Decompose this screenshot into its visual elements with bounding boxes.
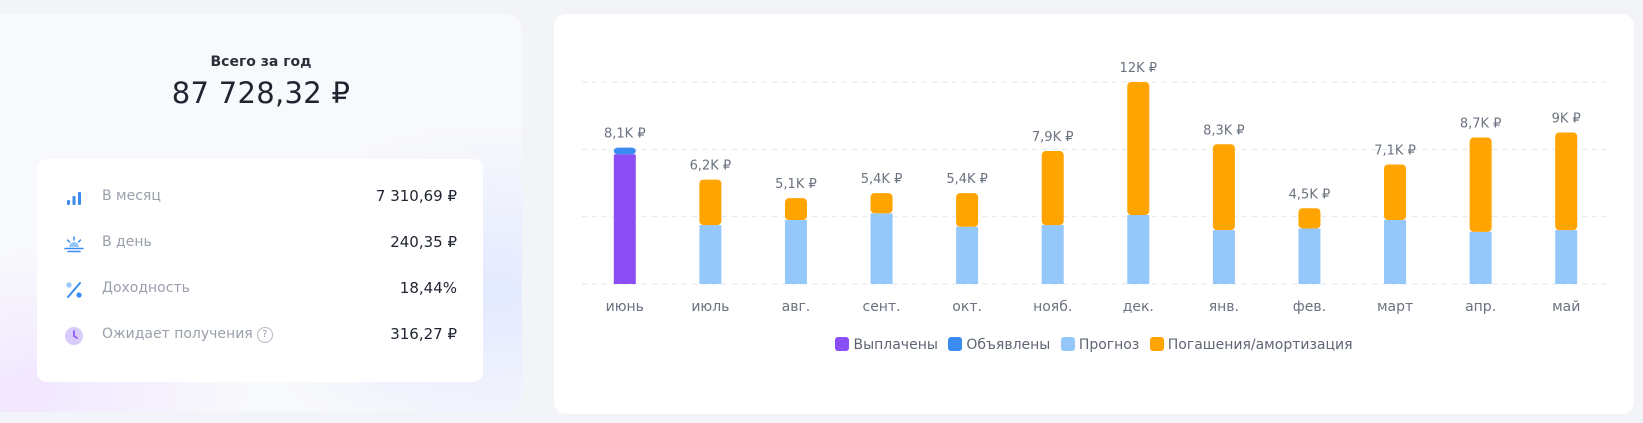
bar-forecast-10 xyxy=(1469,231,1492,284)
bar-forecast-11 xyxy=(1555,230,1578,284)
bar-total-label-0: 8,1K ₽ xyxy=(604,127,646,142)
bar-redemption-6 xyxy=(1127,82,1150,215)
payments-chart: 8,1K ₽ июнь 6,2K ₽ июль 5,1K ₽ авг. 5,4K ₽ сент… xyxy=(582,61,1609,315)
x-tick-label-3: сент. xyxy=(863,299,901,315)
x-tick-label-6: дек. xyxy=(1123,299,1154,315)
stats-panel: В месяц 7 310,69 ₽ В день 240,35 ₽ xyxy=(37,159,483,382)
x-tick-label-11: май xyxy=(1552,299,1580,315)
bar-total-label-10: 8,7K ₽ xyxy=(1460,117,1502,132)
bar-forecast-1 xyxy=(699,225,722,284)
bar-forecast-5 xyxy=(1041,225,1064,284)
bar-redemption-11 xyxy=(1555,132,1578,231)
bar-redemption-8 xyxy=(1298,208,1321,229)
x-tick-label-7: янв. xyxy=(1209,299,1239,315)
x-tick-label-2: авг. xyxy=(782,299,811,315)
legend-item-forecast[interactable]: Прогноз xyxy=(1060,337,1140,353)
bar-forecast-6 xyxy=(1127,214,1150,284)
stat-value-pending: 316,27 ₽ xyxy=(390,325,457,343)
legend-swatch-forecast xyxy=(1060,337,1075,351)
bar-redemption-1 xyxy=(699,179,722,226)
legend-label-paid: Выплачены xyxy=(853,337,938,353)
bar-redemption-5 xyxy=(1041,151,1064,226)
bar-total-label-7: 8,3K ₽ xyxy=(1203,123,1245,138)
bar-total-label-11: 9K ₽ xyxy=(1552,112,1581,127)
bar-total-label-6: 12K ₽ xyxy=(1120,61,1157,76)
bar-redemption-2 xyxy=(784,198,807,221)
x-tick-label-5: нояб. xyxy=(1033,299,1072,315)
legend-swatch-paid xyxy=(835,337,850,351)
x-tick-label-1: июль xyxy=(691,299,729,315)
bar-redemption-3 xyxy=(870,193,893,214)
stat-row-day: В день 240,35 ₽ xyxy=(37,224,483,264)
bar-total-label-4: 5,4K ₽ xyxy=(946,172,988,187)
stat-row-yield: Доходность 18,44% xyxy=(37,270,483,310)
sunrise-icon xyxy=(64,234,84,254)
bar-total-label-3: 5,4K ₽ xyxy=(861,172,903,187)
summary-card: Всего за год 87 728,32 ₽ В месяц 7 310,6… xyxy=(0,14,522,412)
legend-swatch-redemption xyxy=(1149,337,1164,351)
legend-label-announced: Объявлены xyxy=(966,337,1051,353)
bar-total-label-2: 5,1K ₽ xyxy=(775,177,817,192)
help-icon[interactable]: ? xyxy=(256,327,273,343)
legend-item-announced[interactable]: Объявлены xyxy=(948,337,1050,353)
bar-total-label-1: 6,2K ₽ xyxy=(690,159,732,174)
stat-label-yield: Доходность xyxy=(102,280,190,296)
chart-legend: Выплачены Объявлены Прогноз Погашения/ам… xyxy=(554,337,1634,353)
x-tick-label-0: июнь xyxy=(606,299,644,315)
stat-label-pending-text: Ожидает получения xyxy=(102,326,253,342)
clock-icon xyxy=(64,326,84,346)
x-tick-label-8: фев. xyxy=(1293,299,1326,315)
stat-row-pending: Ожидает получения? 316,27 ₽ xyxy=(37,316,483,356)
bar-chart-icon xyxy=(64,188,84,208)
stat-label-month: В месяц xyxy=(102,188,161,204)
percent-icon xyxy=(64,280,84,300)
legend-item-redemption[interactable]: Погашения/амортизация xyxy=(1149,337,1353,353)
bar-announced-0 xyxy=(613,147,636,155)
x-tick-label-9: март xyxy=(1377,299,1413,315)
bar-total-label-9: 7,1K ₽ xyxy=(1374,143,1416,158)
stat-value-day: 240,35 ₽ xyxy=(390,233,457,251)
total-label: Всего за год xyxy=(210,54,312,70)
bar-forecast-2 xyxy=(784,220,807,284)
bar-redemption-7 xyxy=(1212,144,1235,231)
x-tick-label-4: окт. xyxy=(952,299,982,315)
bar-forecast-8 xyxy=(1298,228,1321,284)
bar-forecast-3 xyxy=(870,213,893,284)
stat-label-day: В день xyxy=(102,234,152,250)
bar-forecast-9 xyxy=(1384,220,1407,284)
bar-total-label-5: 7,9K ₽ xyxy=(1032,130,1074,145)
legend-item-paid[interactable]: Выплачены xyxy=(835,337,938,353)
total-value: 87 728,32 ₽ xyxy=(171,76,351,110)
x-tick-label-10: апр. xyxy=(1465,299,1496,315)
legend-label-redemption: Погашения/амортизация xyxy=(1167,337,1353,353)
stat-row-month: В месяц 7 310,69 ₽ xyxy=(37,178,483,218)
bar-total-label-8: 4,5K ₽ xyxy=(1289,187,1331,202)
stat-label-pending: Ожидает получения? xyxy=(102,326,273,343)
legend-swatch-announced xyxy=(948,337,963,351)
chart-card: 8,1K ₽ июнь 6,2K ₽ июль 5,1K ₽ авг. 5,4K ₽ сент… xyxy=(554,14,1634,414)
bar-redemption-4 xyxy=(956,193,979,227)
bar-forecast-4 xyxy=(956,226,979,284)
bar-redemption-9 xyxy=(1384,164,1407,221)
stat-value-yield: 18,44% xyxy=(399,279,457,297)
legend-label-forecast: Прогноз xyxy=(1078,337,1140,353)
bar-forecast-7 xyxy=(1212,230,1235,284)
stat-value-month: 7 310,69 ₽ xyxy=(375,187,457,205)
bar-redemption-10 xyxy=(1469,137,1492,232)
bar-paid-0 xyxy=(613,154,636,284)
